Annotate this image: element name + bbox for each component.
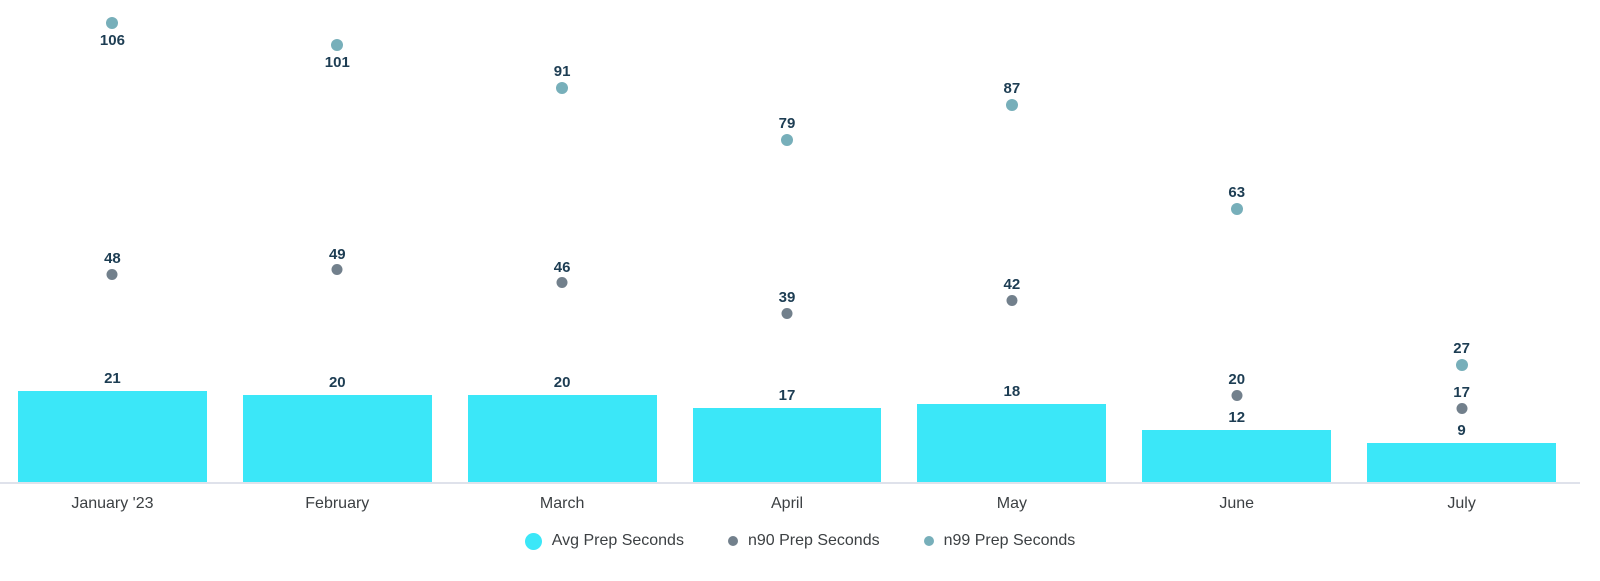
x-axis-label: May	[996, 495, 1027, 512]
n90-point[interactable]	[1006, 294, 1018, 306]
n90-value-label: 48	[104, 250, 121, 268]
x-axis-label: June	[1219, 495, 1255, 512]
plot-area: 21 48 106 20 49 101 20 46 91 17 39 79 18 42 87 12 20 63 9 1…	[0, 0, 1580, 484]
n99-point[interactable]	[1230, 203, 1243, 216]
n90-point[interactable]	[331, 264, 343, 276]
n99-point[interactable]	[106, 17, 119, 30]
n99-point[interactable]	[1455, 359, 1468, 372]
bar-value-label: 21	[104, 370, 121, 388]
legend-item-n99[interactable]: n99 Prep Seconds	[923, 532, 1076, 550]
legend-swatch	[727, 536, 738, 546]
x-axis-label: March	[539, 495, 585, 512]
avg-bar[interactable]	[1142, 430, 1332, 482]
n90-value-label: 20	[1228, 371, 1246, 389]
n99-value-label: 27	[1453, 340, 1470, 358]
bar-value-label: 18	[1003, 383, 1021, 401]
n90-value-label: 39	[778, 289, 796, 307]
n99-value-label: 101	[324, 53, 350, 71]
avg-bar[interactable]	[467, 395, 657, 482]
n90-value-label: 42	[1003, 276, 1021, 294]
legend-label: n99 Prep Seconds	[943, 532, 1076, 549]
bar-value-label: 20	[553, 374, 571, 392]
x-axis-label: January '23	[71, 495, 154, 512]
bar-value-label: 17	[778, 387, 796, 405]
bar-value-label: 9	[1457, 422, 1466, 440]
n90-value-label: 46	[553, 258, 571, 276]
legend-label: Avg Prep Seconds	[551, 532, 684, 549]
avg-bar[interactable]	[242, 395, 432, 482]
x-axis-line	[0, 482, 1580, 484]
avg-bar[interactable]	[1367, 443, 1557, 482]
bar-value-label: 20	[328, 374, 346, 392]
legend-swatch	[524, 532, 542, 550]
n90-point[interactable]	[781, 307, 793, 319]
chart-column: 17 39 79	[675, 0, 900, 482]
n90-value-label: 17	[1453, 384, 1470, 402]
x-axis-label: July	[1447, 495, 1476, 512]
n90-point[interactable]	[106, 268, 118, 280]
n99-point[interactable]	[781, 133, 793, 146]
n99-point[interactable]	[1005, 99, 1018, 112]
n99-value-label: 79	[778, 114, 796, 132]
n90-point[interactable]	[1231, 389, 1243, 401]
avg-bar[interactable]	[917, 404, 1107, 482]
bar-value-label: 12	[1228, 409, 1246, 427]
n99-point[interactable]	[556, 81, 569, 94]
n90-value-label: 49	[328, 245, 346, 263]
legend: Avg Prep Seconds n90 Prep Seconds n99 Prep…	[0, 532, 1600, 550]
avg-bar[interactable]	[17, 391, 207, 482]
legend-label: n90 Prep Seconds	[747, 532, 880, 549]
chart-column: 12 20 63	[1124, 0, 1349, 482]
chart-column: 18 42 87	[899, 0, 1124, 482]
n99-value-label: 106	[99, 32, 125, 50]
x-axis-labels: January '23 February March April May June July	[0, 494, 1574, 514]
x-axis-label: April	[771, 495, 804, 512]
x-axis-label: February	[305, 495, 370, 512]
chart-column: 20 49 101	[225, 0, 450, 482]
n90-point[interactable]	[1456, 402, 1468, 414]
n99-point[interactable]	[331, 38, 344, 51]
chart-column: 9 17 27	[1349, 0, 1574, 482]
chart-column: 21 48 106	[0, 0, 225, 482]
n99-value-label: 91	[553, 62, 571, 80]
legend-item-avg[interactable]: Avg Prep Seconds	[524, 532, 684, 550]
legend-swatch	[923, 536, 934, 546]
chart-column: 20 46 91	[450, 0, 675, 482]
avg-bar[interactable]	[692, 408, 882, 482]
n99-value-label: 87	[1003, 80, 1021, 98]
n90-point[interactable]	[556, 277, 568, 289]
legend-item-n90[interactable]: n90 Prep Seconds	[727, 532, 880, 550]
n99-value-label: 63	[1228, 184, 1246, 202]
